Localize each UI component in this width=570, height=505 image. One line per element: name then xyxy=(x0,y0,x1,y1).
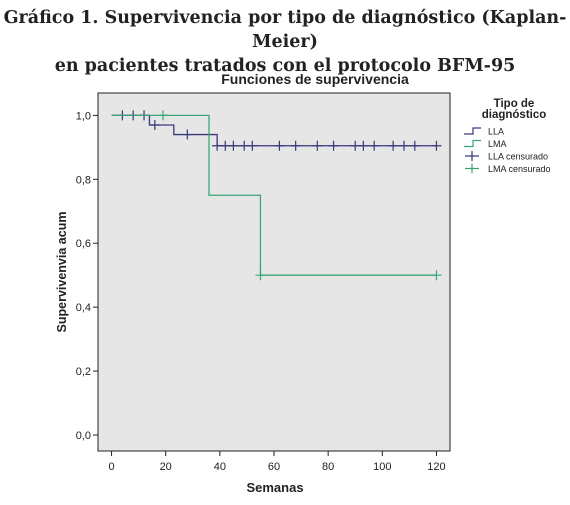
censor-mark-lla xyxy=(182,129,193,140)
legend-entry-label: LLA censurado xyxy=(488,152,548,162)
x-tick-label: 20 xyxy=(160,461,172,473)
censor-mark-lla xyxy=(149,119,160,130)
plot-area xyxy=(97,92,451,452)
censor-mark-lla xyxy=(358,140,369,151)
legend-entry-label: LLA xyxy=(488,127,504,137)
x-tick-label: 100 xyxy=(373,461,391,473)
legend-line-icon xyxy=(464,127,481,135)
censor-mark-lma xyxy=(431,270,442,281)
series-line-lma xyxy=(111,114,437,276)
legend-censor-icon xyxy=(465,163,479,174)
censor-mark-lla xyxy=(398,140,409,151)
x-tick-label: 80 xyxy=(322,461,334,473)
figure-caption-line1: Gráfico 1. Supervivencia por tipo de dia… xyxy=(3,8,567,52)
censor-mark-lla xyxy=(247,140,258,151)
chart-title: Funciones de supervivencia xyxy=(221,71,409,87)
y-tick-label: 0,8 xyxy=(76,174,91,186)
x-tick-label: 120 xyxy=(427,461,445,473)
y-axis-label: Supervivenvia acum xyxy=(55,212,69,333)
censor-mark-lla xyxy=(312,140,323,151)
censor-mark-lla xyxy=(431,140,442,151)
figure-caption-line2: en pacientes tratados con el protocolo B… xyxy=(54,56,516,76)
censor-mark-lla xyxy=(228,140,239,151)
censor-mark-lla xyxy=(274,140,285,151)
censor-mark-lla xyxy=(409,140,420,151)
x-axis-label: Semanas xyxy=(246,480,303,495)
y-tick-label: 1,0 xyxy=(76,110,91,122)
x-tick-label: 40 xyxy=(214,461,226,473)
censor-mark-lma xyxy=(255,270,266,281)
y-tick-label: 0,4 xyxy=(76,302,91,314)
legend-censor-icon xyxy=(465,151,479,161)
y-tick-label: 0,2 xyxy=(76,366,91,378)
x-tick-label: 60 xyxy=(268,461,280,473)
legend-entry-label: LMA xyxy=(488,139,507,149)
figure-caption: Gráfico 1. Supervivencia por tipo de dia… xyxy=(0,6,570,78)
legend-title-line: Tipo de xyxy=(494,98,535,110)
legend-line-icon xyxy=(464,139,481,148)
censor-mark-lma xyxy=(157,110,168,121)
y-tick-label: 0,6 xyxy=(76,238,91,250)
x-tick-label: 0 xyxy=(108,461,114,473)
censor-mark-lla xyxy=(328,140,339,151)
censor-mark-lla xyxy=(369,140,380,151)
y-tick-label: 0,0 xyxy=(76,430,91,442)
censor-mark-lla xyxy=(290,140,301,151)
censor-mark-lla xyxy=(388,140,399,151)
legend-title-line: diagnóstico xyxy=(482,109,547,121)
legend-entry-label: LMA censurado xyxy=(488,164,551,174)
